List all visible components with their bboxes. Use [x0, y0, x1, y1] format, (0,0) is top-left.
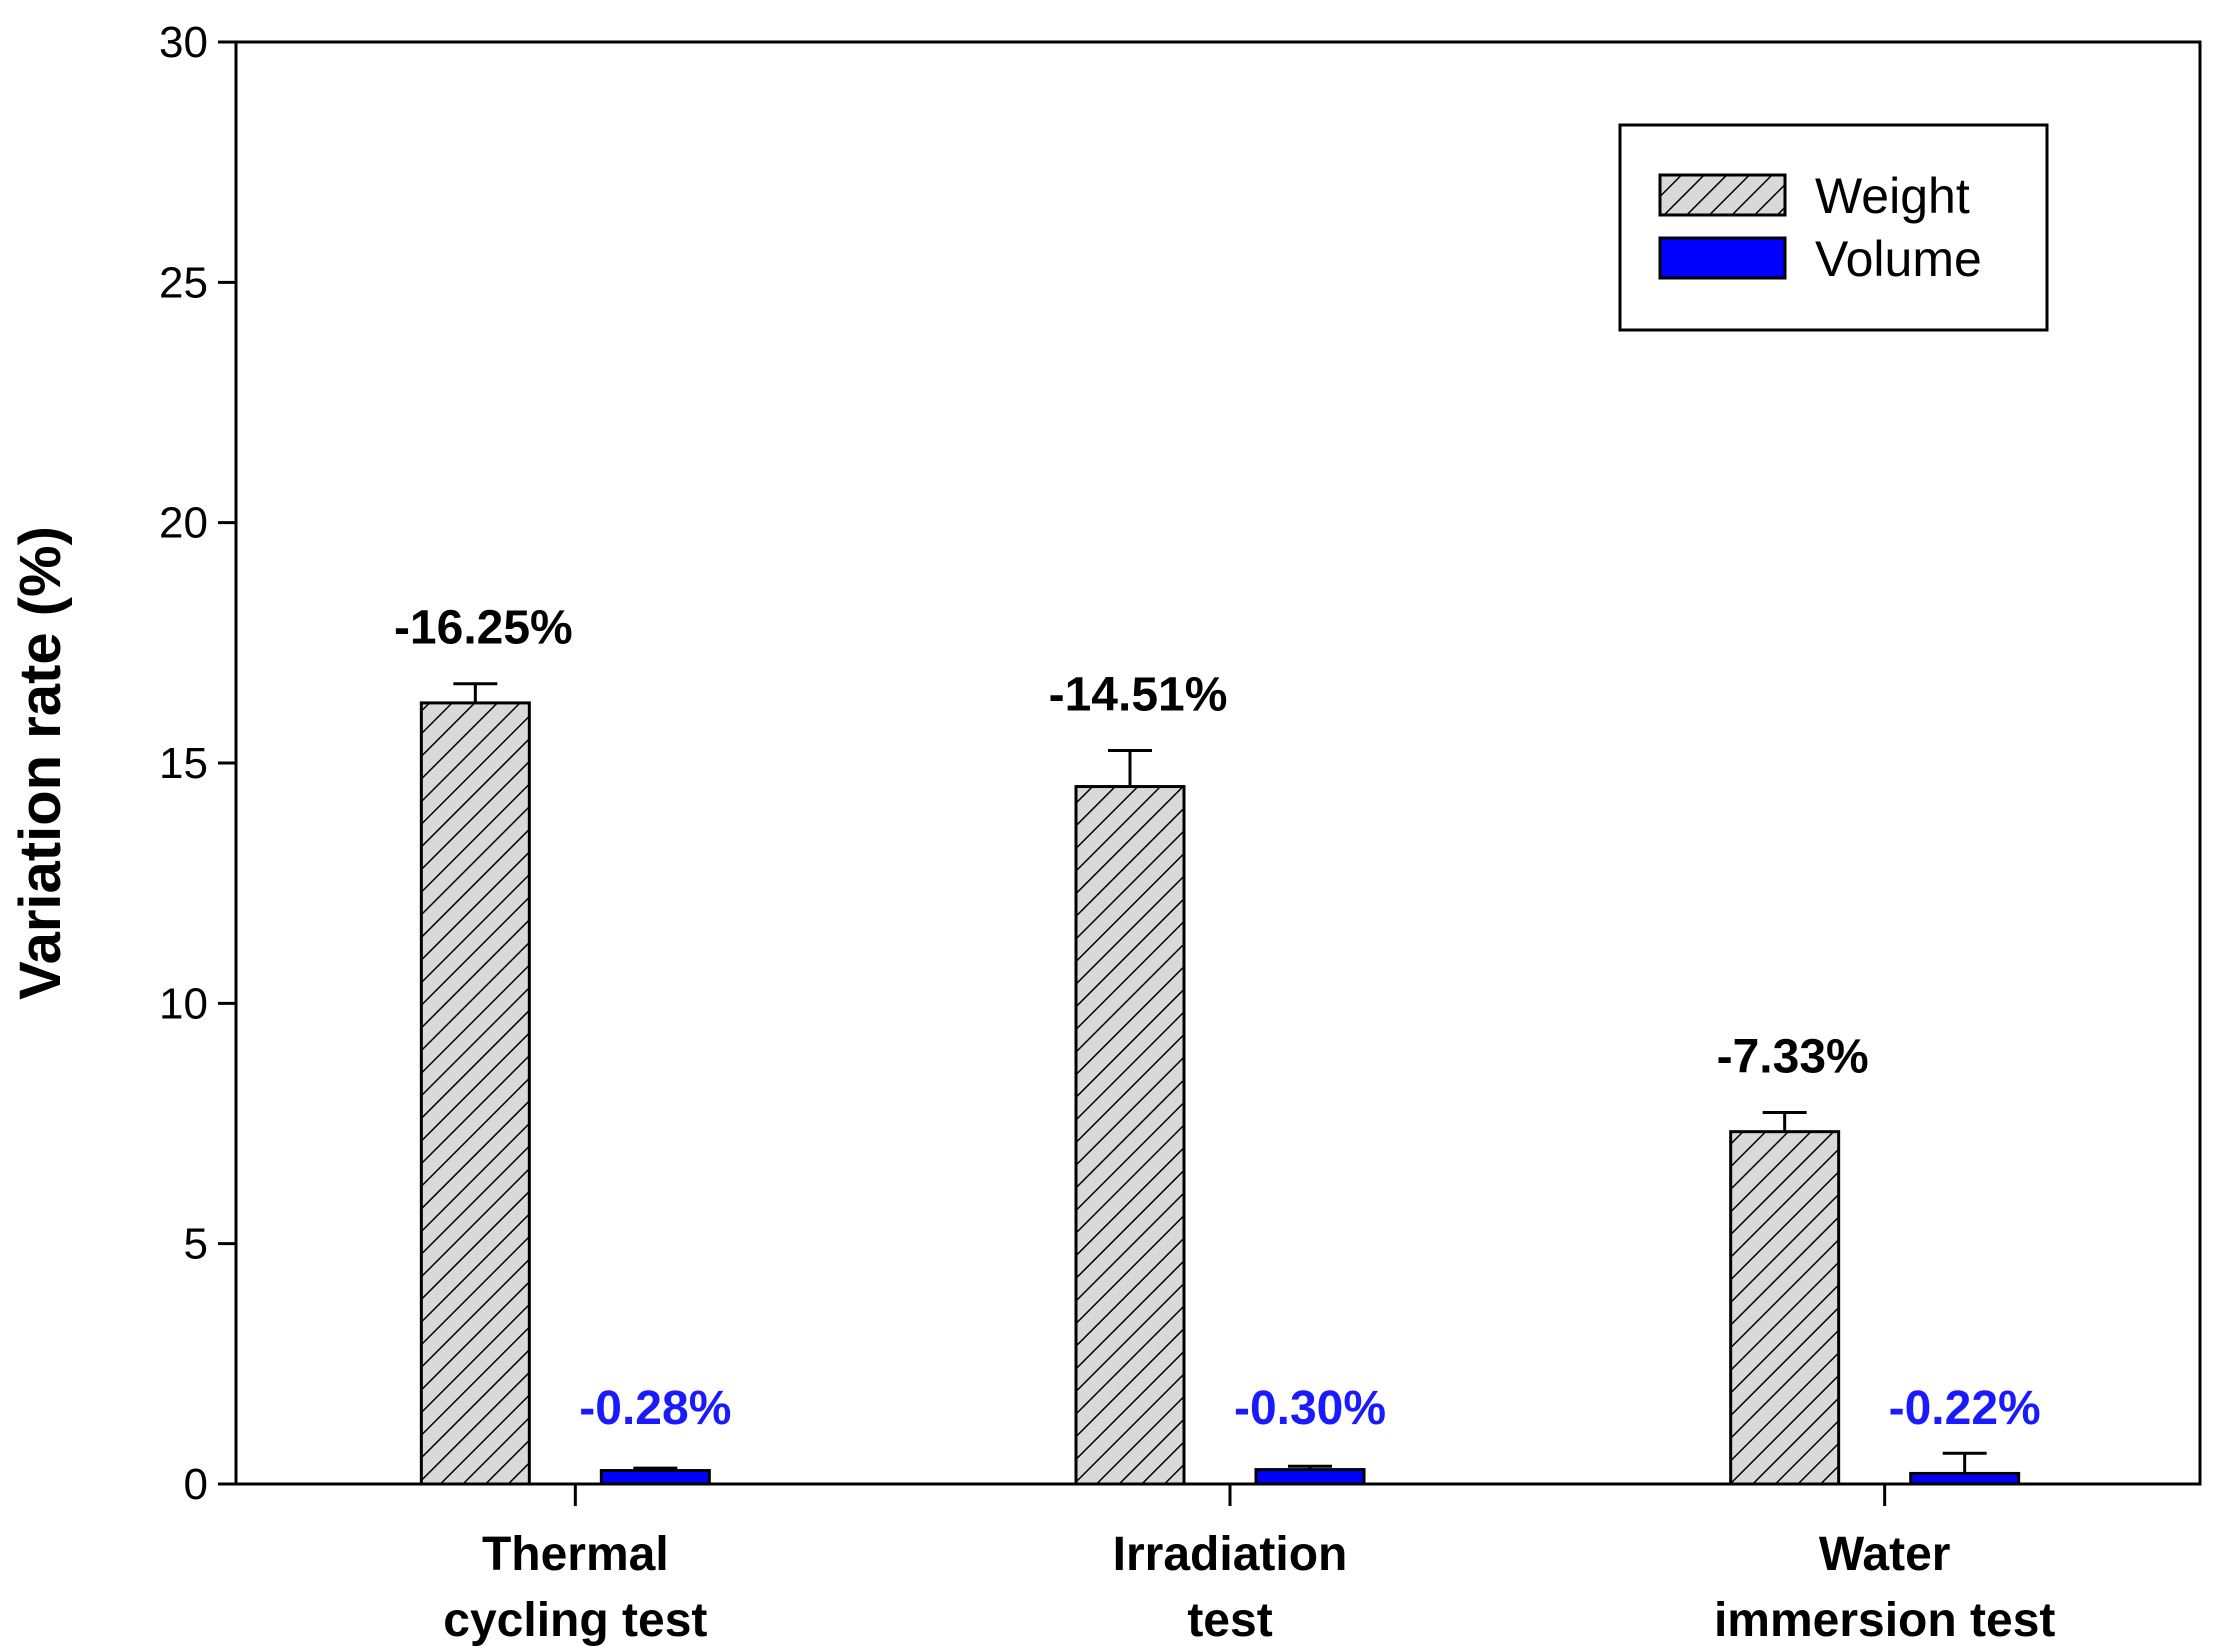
legend-label-weight: Weight [1815, 168, 1970, 224]
x-category-label-2-1: immersion test [1714, 1594, 2055, 1647]
legend-label-volume: Volume [1815, 231, 1982, 287]
legend-swatch-volume [1658, 236, 1787, 280]
x-category-label-0-1: cycling test [443, 1594, 707, 1647]
x-category-label-0-0: Thermal [482, 1528, 669, 1581]
y-tick-label-15: 15 [159, 739, 208, 788]
data-labels: -16.25% -14.51% -7.33% -0.28% -0.30% -0.22% [394, 602, 2041, 1435]
y-axis-title: Variation rate (%) [8, 526, 73, 1000]
y-axis: 0 5 10 15 20 25 30 [159, 18, 236, 1509]
bar-weight-0 [419, 701, 531, 1486]
bar-volume-0 [599, 1469, 711, 1486]
data-label-weight-2: -7.33% [1717, 1030, 1869, 1083]
x-category-label-1-0: Irradiation [1113, 1528, 1348, 1581]
y-tick-label-30: 30 [159, 18, 208, 67]
data-label-volume-0: -0.28% [579, 1382, 731, 1435]
data-label-volume-1: -0.30% [1234, 1382, 1386, 1435]
bar-weight-2 [1729, 1130, 1841, 1486]
bar-volume-2 [1909, 1471, 2021, 1486]
data-label-weight-1: -14.51% [1049, 669, 1228, 722]
y-tick-label-20: 20 [159, 499, 208, 548]
y-tick-label-5: 5 [184, 1220, 208, 1269]
legend: Weight Volume [1618, 123, 2049, 332]
x-category-label-2-0: Water [1819, 1528, 1951, 1581]
bar-volume-1 [1254, 1468, 1366, 1486]
legend-box [1618, 123, 2049, 332]
y-tick-label-25: 25 [159, 258, 208, 307]
bar-weight-1 [1074, 785, 1186, 1486]
x-category-label-1-1: test [1187, 1594, 1272, 1647]
x-axis: Thermal cycling test Irradiation test Water i… [443, 1484, 2055, 1647]
y-tick-label-10: 10 [159, 979, 208, 1028]
data-label-volume-2: -0.22% [1889, 1382, 2041, 1435]
data-label-weight-0: -16.25% [394, 602, 573, 655]
bars [419, 682, 2021, 1486]
legend-swatch-weight [1658, 173, 1787, 217]
y-tick-label-0: 0 [184, 1460, 208, 1509]
